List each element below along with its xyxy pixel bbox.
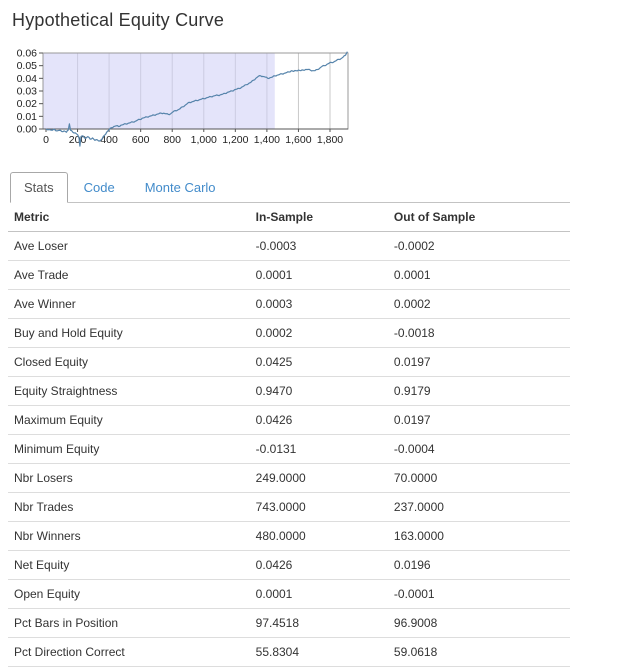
in-sample-value: 0.0425: [249, 347, 388, 377]
table-header-row: Metric In-Sample Out of Sample: [8, 203, 570, 232]
out-of-sample-value: -0.0004: [387, 434, 570, 464]
metric-name: Minimum Equity: [8, 434, 250, 464]
table-row: Open Equity 0.0001 -0.0001: [8, 579, 570, 609]
out-of-sample-value: 59.0618: [387, 637, 570, 667]
in-sample-value: 480.0000: [249, 521, 388, 551]
metric-name: Ave Trade: [8, 260, 250, 290]
out-of-sample-value: 0.0197: [387, 405, 570, 435]
x-axis-label: 1,600: [285, 134, 311, 146]
out-of-sample-value: 0.0196: [387, 550, 570, 580]
metric-name: Closed Equity: [8, 347, 250, 377]
table-row: Pct Direction Correct 55.8304 59.0618: [8, 637, 570, 667]
metric-name: Open Equity: [8, 579, 250, 609]
y-axis-label: 0.04: [17, 73, 38, 85]
table-row: Ave Loser -0.0003 -0.0002: [8, 231, 570, 261]
tab-code[interactable]: Code: [83, 180, 115, 195]
table-row: Nbr Trades 743.0000 237.0000: [8, 492, 570, 522]
metric-name: Pct Bars in Position: [8, 608, 250, 638]
out-of-sample-value: 96.9008: [387, 608, 570, 638]
in-sample-value: 249.0000: [249, 463, 388, 493]
column-header-in-sample: In-Sample: [249, 203, 388, 232]
x-axis-label: 200: [69, 134, 87, 146]
table-row: Closed Equity 0.0425 0.0197: [8, 347, 570, 377]
column-header-out-of-sample: Out of Sample: [387, 203, 570, 232]
table-row: Maximum Equity 0.0426 0.0197: [8, 405, 570, 435]
in-sample-value: 0.9470: [249, 376, 388, 406]
y-axis-label: 0.06: [17, 48, 38, 60]
equity-curve-chart: 0.00 0.01 0.02 0.03 0.04 0.05 0.06 0 200 400 600 80…: [10, 45, 608, 158]
out-of-sample-value: 237.0000: [387, 492, 570, 522]
x-axis-label: 0: [43, 134, 49, 146]
metric-name: Maximum Equity: [8, 405, 250, 435]
table-row: Ave Trade 0.0001 0.0001: [8, 260, 570, 290]
out-of-sample-value: 163.0000: [387, 521, 570, 551]
in-sample-value: 0.0003: [249, 289, 388, 319]
table-row: Buy and Hold Equity 0.0002 -0.0018: [8, 318, 570, 348]
in-sample-value: 0.0426: [249, 405, 388, 435]
column-header-metric: Metric: [8, 203, 250, 232]
x-axis-label: 1,000: [191, 134, 217, 146]
in-sample-value: 55.8304: [249, 637, 388, 667]
metric-name: Pct Direction Correct: [8, 637, 250, 667]
metric-name: Ave Winner: [8, 289, 250, 319]
metric-name: Net Equity: [8, 550, 250, 580]
y-axis-label: 0.03: [17, 86, 38, 98]
in-sample-value: 97.4518: [249, 608, 388, 638]
out-of-sample-value: 70.0000: [387, 463, 570, 493]
metric-name: Nbr Trades: [8, 492, 250, 522]
metric-name: Ave Loser: [8, 231, 250, 261]
x-axis-label: 400: [100, 134, 118, 146]
table-row: Ave Winner 0.0003 0.0002: [8, 289, 570, 319]
table-row: Pct Bars in Position 97.4518 96.9008: [8, 608, 570, 638]
page-title: Hypothetical Equity Curve: [12, 10, 225, 30]
in-sample-value: 0.0426: [249, 550, 388, 580]
tab-monte-carlo[interactable]: Monte Carlo: [144, 180, 216, 195]
metric-name: Buy and Hold Equity: [8, 318, 250, 348]
tab-item: Stats: [10, 172, 68, 203]
x-axis-label: 600: [132, 134, 150, 146]
in-sample-value: 0.0002: [249, 318, 388, 348]
y-axis-label: 0.02: [17, 98, 38, 110]
table-row: Equity Straightness 0.9470 0.9179: [8, 376, 570, 406]
table-row: Nbr Winners 480.0000 163.0000: [8, 521, 570, 551]
out-of-sample-value: -0.0001: [387, 579, 570, 609]
in-sample-value: 0.0001: [249, 260, 388, 290]
in-sample-value: -0.0003: [249, 231, 388, 261]
in-sample-value: -0.0131: [249, 434, 388, 464]
in-sample-value: 0.0001: [249, 579, 388, 609]
metric-name: Equity Straightness: [8, 376, 250, 406]
in-sample-value: 743.0000: [249, 492, 388, 522]
x-axis-label: 1,200: [222, 134, 248, 146]
out-of-sample-value: 0.0002: [387, 289, 570, 319]
metric-name: Nbr Losers: [8, 463, 250, 493]
x-axis-label: 1,800: [317, 134, 343, 146]
in-sample-region: [43, 53, 275, 129]
table-row: Nbr Losers 249.0000 70.0000: [8, 463, 570, 493]
metric-name: Nbr Winners: [8, 521, 250, 551]
tab-item: Monte Carlo: [131, 172, 230, 203]
y-axis-label: 0.01: [17, 111, 38, 123]
x-axis-label: 800: [163, 134, 181, 146]
out-of-sample-value: 0.0001: [387, 260, 570, 290]
equity-line: [45, 51, 348, 147]
table-row: Net Equity 0.0426 0.0196: [8, 550, 570, 580]
tab-bar: Stats Code Monte Carlo: [10, 172, 570, 203]
y-axis-label: 0.00: [17, 124, 38, 136]
y-axis-label: 0.05: [17, 60, 38, 72]
equity-curve-plot: 0.000.010.020.030.040.050.06 0 200 400 600 80…: [17, 48, 349, 147]
out-of-sample-value: 0.9179: [387, 376, 570, 406]
x-axis-label: 1,400: [254, 134, 280, 146]
out-of-sample-value: 0.0197: [387, 347, 570, 377]
stats-table: Metric In-Sample Out of Sample Ave Loser -0…: [8, 203, 570, 667]
out-of-sample-value: -0.0002: [387, 231, 570, 261]
tab-stats[interactable]: Stats: [10, 172, 68, 203]
table-row: Minimum Equity -0.0131 -0.0004: [8, 434, 570, 464]
out-of-sample-value: -0.0018: [387, 318, 570, 348]
tab-item: Code: [70, 172, 129, 203]
